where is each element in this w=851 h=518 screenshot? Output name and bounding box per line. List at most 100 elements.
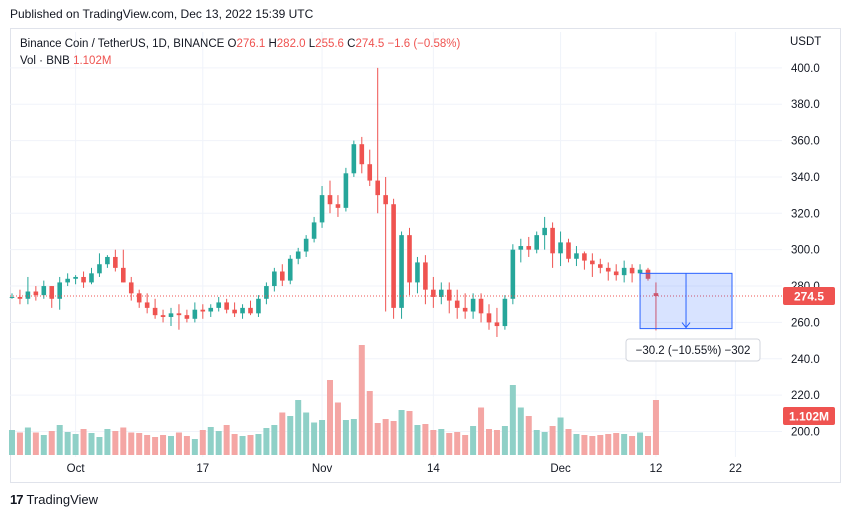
candle-body	[160, 315, 166, 317]
volume-bar	[525, 416, 532, 455]
volume-bar	[573, 434, 580, 455]
candle-body	[200, 309, 206, 312]
candle-body	[446, 289, 452, 301]
volume-label[interactable]: Vol · BNB	[20, 55, 70, 67]
candle-body	[216, 302, 221, 308]
volume-bar	[605, 434, 612, 455]
currency-label[interactable]: USDT	[790, 36, 822, 48]
y-tick-label: 260.0	[791, 317, 820, 329]
candle-body	[439, 289, 444, 297]
legend-ohlc-row: Binance Coin / TetherUS, 1D, BINANCE O27…	[20, 36, 460, 53]
symbol-name[interactable]: Binance Coin / TetherUS, 1D, BINANCE	[20, 38, 225, 50]
volume-bar	[430, 430, 437, 455]
volume-bar	[40, 435, 47, 455]
candle-body	[232, 309, 237, 314]
candle-body	[168, 313, 174, 317]
volume-bar	[382, 419, 389, 455]
volume-bar	[32, 432, 39, 455]
candle-body	[613, 271, 619, 276]
high-label: H	[268, 38, 277, 50]
candle-body	[311, 222, 317, 239]
volume-value: 1.102M	[73, 55, 112, 67]
volume-bar	[422, 424, 429, 455]
candle-body	[327, 195, 333, 205]
candle-body	[73, 276, 78, 279]
volume-bar	[390, 421, 397, 455]
volume-bar	[271, 425, 278, 455]
volume-bar	[175, 432, 182, 455]
grid	[10, 32, 782, 457]
volume-bar	[112, 431, 119, 455]
candle-body	[335, 204, 341, 208]
volume-bar	[374, 423, 381, 455]
candle-body	[280, 271, 285, 281]
published-header: Published on TradingView.com, Dec 13, 20…	[10, 7, 314, 21]
candle-body	[582, 253, 587, 261]
candle-body	[637, 269, 643, 274]
candle-body	[152, 307, 158, 316]
x-tick-label: 22	[729, 463, 742, 475]
volume-bar	[319, 420, 326, 455]
volume-bar	[589, 436, 596, 455]
candle-body	[240, 307, 245, 314]
volume-bar	[398, 410, 405, 455]
volume-bar	[88, 433, 95, 455]
volume-bar	[80, 429, 87, 455]
volume-bar	[454, 432, 461, 455]
volume-bar	[406, 411, 413, 455]
x-tick-label: Dec	[550, 463, 571, 475]
candle-body	[359, 144, 365, 165]
volume-bar	[96, 437, 103, 455]
volume-bar	[295, 400, 302, 455]
volume-bar	[231, 434, 238, 455]
candle-body	[478, 298, 484, 314]
y-tick-label: 400.0	[791, 63, 820, 75]
candle-body	[645, 269, 651, 279]
candle-body	[136, 293, 142, 303]
volume-value-label: 1.102M	[789, 410, 829, 424]
candle-body	[566, 242, 571, 259]
volume-bar	[183, 436, 190, 455]
volume-bar	[16, 432, 23, 455]
volume-bar	[350, 419, 357, 455]
candle-body	[518, 246, 524, 250]
y-tick-label: 200.0	[791, 427, 820, 439]
candle-body	[351, 144, 357, 174]
volume-bar	[581, 435, 588, 455]
volume-bar	[152, 437, 159, 455]
low-value: 255.6	[315, 38, 344, 50]
volume-bar	[509, 385, 516, 455]
volume-bar	[191, 439, 198, 455]
candle-body	[407, 235, 412, 283]
candle-body	[256, 298, 261, 314]
candle-body	[57, 282, 62, 299]
tradingview-logo-icon: 17	[10, 492, 24, 507]
candle-body	[224, 302, 229, 310]
candle-body	[176, 313, 182, 316]
volume-bar	[303, 412, 310, 455]
open-value: 276.1	[236, 38, 266, 50]
tradingview-logo[interactable]: 17 TradingView	[10, 492, 98, 507]
volume-bar	[263, 428, 270, 455]
candle-body	[494, 322, 500, 327]
candle-body	[121, 267, 126, 283]
y-tick-label: 360.0	[791, 136, 820, 148]
candle-body	[486, 313, 492, 323]
volume-bar	[478, 407, 485, 455]
volume-bar	[48, 431, 55, 455]
candle-body	[605, 267, 611, 272]
volume-bar	[144, 435, 151, 455]
tradingview-brand: TradingView	[26, 492, 99, 507]
close-label: C	[347, 38, 356, 50]
candle-body	[454, 300, 460, 308]
candle-body	[574, 253, 579, 259]
measure-label: −30.2 (−10.55%) −302	[636, 345, 751, 357]
volume-bar	[255, 434, 262, 455]
volume-bar	[168, 436, 174, 455]
candle-body	[399, 235, 404, 308]
y-tick-label: 380.0	[791, 99, 820, 111]
volume-bar	[541, 432, 548, 455]
candle-body	[431, 289, 436, 297]
chart-frame[interactable]	[10, 28, 841, 483]
